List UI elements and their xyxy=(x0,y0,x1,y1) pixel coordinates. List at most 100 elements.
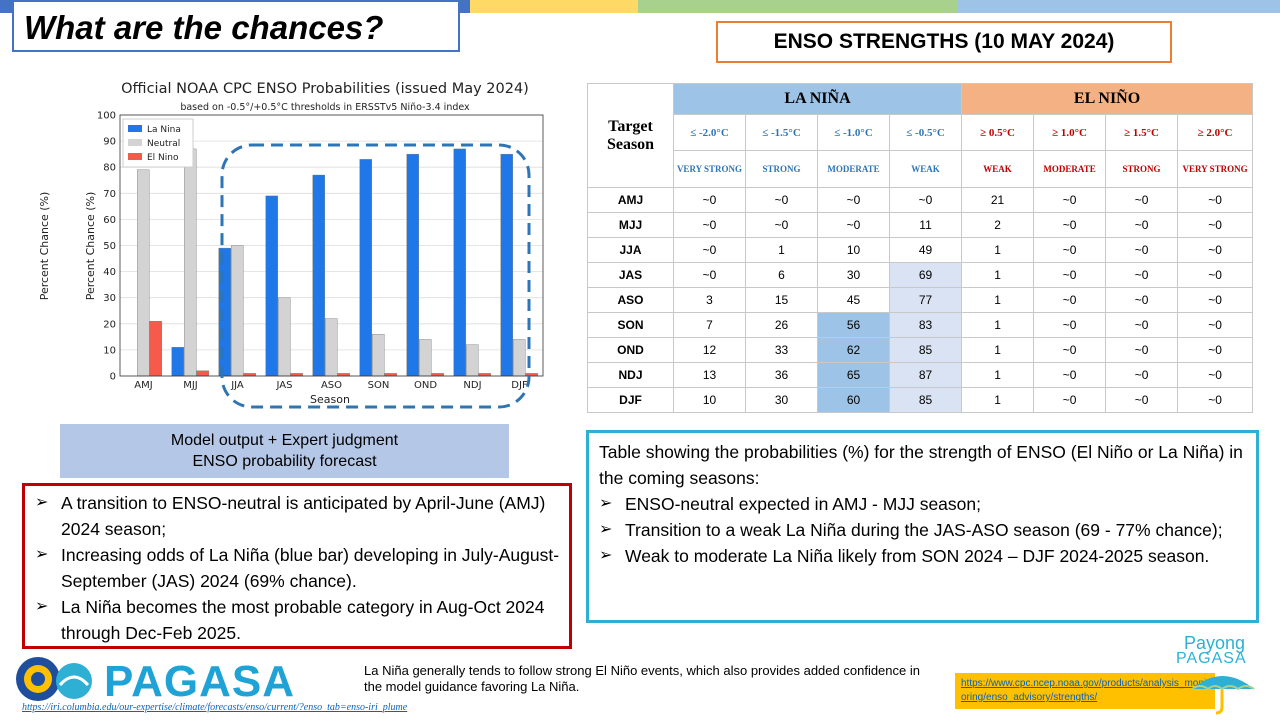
plot-frame xyxy=(119,114,544,377)
value-cell: 15 xyxy=(745,287,818,313)
strength-label-cell: WEAK xyxy=(961,150,1035,188)
cpc-source-link[interactable]: https://www.cpc.ncep.noaa.gov/products/a… xyxy=(955,673,1215,709)
legend-swatch xyxy=(128,153,142,160)
top-bar-green xyxy=(638,0,958,13)
value-cell: 11 xyxy=(888,212,963,238)
value-cell: 69 xyxy=(888,262,963,288)
arrow-bullet-icon: ➢ xyxy=(599,495,613,512)
value-cell: ~0 xyxy=(1105,387,1179,413)
value-cell: ~0 xyxy=(673,212,746,238)
season-cell: AMJ xyxy=(587,187,674,213)
strength-label-cell: MODERATE xyxy=(1033,150,1107,188)
chart-title: Official NOAA CPC ENSO Probabilities (is… xyxy=(121,81,529,97)
iri-source-link[interactable]: https://iri.columbia.edu/our-expertise/c… xyxy=(22,702,408,713)
bar-el-nino-mjj xyxy=(196,370,209,377)
season-cell: SON xyxy=(587,312,674,338)
bar-la-nina-aso xyxy=(312,174,325,377)
season-cell: NDJ xyxy=(587,362,674,388)
threshold-cell: ≥ 1.0°C xyxy=(1033,114,1107,151)
highlight-dashed-region xyxy=(220,143,531,409)
value-cell: 3 xyxy=(673,287,746,313)
x-tick-label: JAS xyxy=(276,380,293,391)
value-cell: ~0 xyxy=(1033,312,1107,338)
explanation-point-text: Weak to moderate La Niña likely from SON… xyxy=(625,546,1210,566)
value-cell: ~0 xyxy=(1105,287,1179,313)
arrow-bullet-icon: ➢ xyxy=(599,521,613,538)
key-point: ➢ A transition to ENSO-neutral is anticip… xyxy=(35,490,561,542)
pagasa-seal-icon xyxy=(16,657,92,701)
value-cell: ~0 xyxy=(888,187,963,213)
value-cell: ~0 xyxy=(1105,337,1179,363)
value-cell: 83 xyxy=(888,312,963,338)
value-cell: ~0 xyxy=(1033,187,1107,213)
payong-pagasa-logo: Payong PAGASA xyxy=(1172,633,1278,715)
season-cell: MJJ xyxy=(587,212,674,238)
value-cell: 10 xyxy=(673,387,746,413)
value-cell: 13 xyxy=(673,362,746,388)
y-tick-label: 0 xyxy=(110,372,116,383)
x-tick-label: DJF xyxy=(511,380,528,391)
legend-label: El Nino xyxy=(147,153,179,163)
x-tick-label: NDJ xyxy=(463,380,481,391)
value-cell: 60 xyxy=(817,387,890,413)
y-tick-label: 40 xyxy=(103,267,116,278)
value-cell: 33 xyxy=(745,337,818,363)
x-tick-label: SON xyxy=(368,380,390,391)
value-cell: ~0 xyxy=(1033,262,1107,288)
bar-neutral-amj xyxy=(137,169,150,377)
x-tick-label: OND xyxy=(414,380,437,391)
value-cell: ~0 xyxy=(673,187,746,213)
table-row: JJA ~0 1 10 49 1 ~0 ~0 ~0 xyxy=(587,237,1254,263)
arrow-bullet-icon: ➢ xyxy=(35,598,49,615)
y-tick-label: 10 xyxy=(103,345,116,356)
value-cell: 1 xyxy=(961,237,1035,263)
target-season-header: Target Season xyxy=(587,83,674,188)
table-row: DJF 10 30 60 85 1 ~0 ~0 ~0 xyxy=(587,387,1254,413)
bar-neutral-jas xyxy=(278,297,291,377)
bar-la-nina-ond xyxy=(406,153,419,377)
bar-la-nina-son xyxy=(359,159,372,377)
explanation-point: ➢ ENSO-neutral expected in AMJ - MJJ seas… xyxy=(599,491,1246,517)
value-cell: ~0 xyxy=(1033,362,1107,388)
table-row: JAS ~0 6 30 69 1 ~0 ~0 ~0 xyxy=(587,262,1254,288)
value-cell: 62 xyxy=(817,337,890,363)
y-tick-label: 90 xyxy=(103,137,116,148)
table-row: NDJ 13 36 65 87 1 ~0 ~0 ~0 xyxy=(587,362,1254,388)
key-point-text: La Niña becomes the most probable catego… xyxy=(61,597,545,643)
value-cell: 26 xyxy=(745,312,818,338)
key-point-text: A transition to ENSO-neutral is anticipa… xyxy=(61,493,546,539)
model-output-box: Model output + Expert judgment ENSO prob… xyxy=(60,424,509,478)
value-cell: 7 xyxy=(673,312,746,338)
value-cell: ~0 xyxy=(673,237,746,263)
value-cell: 45 xyxy=(817,287,890,313)
value-cell: 21 xyxy=(961,187,1035,213)
value-cell: ~0 xyxy=(1033,387,1107,413)
top-bar-lightblue xyxy=(958,0,1280,13)
chart-xlabel: Season xyxy=(310,393,350,406)
value-cell: ~0 xyxy=(1177,387,1254,413)
value-cell: 36 xyxy=(745,362,818,388)
chart-subtitle: based on -0.5°/+0.5°C thresholds in ERSS… xyxy=(180,102,470,113)
threshold-cell: ≥ 2.0°C xyxy=(1177,114,1254,151)
strength-label-cell: VERY STRONG xyxy=(1177,150,1254,188)
legend-label: Neutral xyxy=(147,139,180,149)
value-cell: 1 xyxy=(961,287,1035,313)
y-tick-label: 70 xyxy=(103,189,116,200)
y-tick-label: 60 xyxy=(103,215,116,226)
value-cell: 87 xyxy=(888,362,963,388)
value-cell: ~0 xyxy=(817,187,890,213)
value-cell: 77 xyxy=(888,287,963,313)
lanina-header: LA NIÑA xyxy=(672,83,963,115)
value-cell: ~0 xyxy=(1105,362,1179,388)
x-tick-label: ASO xyxy=(321,380,342,391)
payong-logo-line2: PAGASA xyxy=(1176,650,1247,667)
value-cell: ~0 xyxy=(1105,262,1179,288)
chart-ylabel: Percent Chance (%) xyxy=(84,192,97,301)
table-explanation-intro: Table showing the probabilities (%) for … xyxy=(599,442,1243,488)
threshold-cell: ≤ -1.0°C xyxy=(817,114,890,151)
threshold-cell: ≥ 0.5°C xyxy=(961,114,1035,151)
value-cell: ~0 xyxy=(1177,312,1254,338)
key-point-text: Increasing odds of La Niña (blue bar) de… xyxy=(61,545,560,591)
bar-neutral-aso xyxy=(325,318,338,377)
key-point: ➢ La Niña becomes the most probable categ… xyxy=(35,594,561,646)
